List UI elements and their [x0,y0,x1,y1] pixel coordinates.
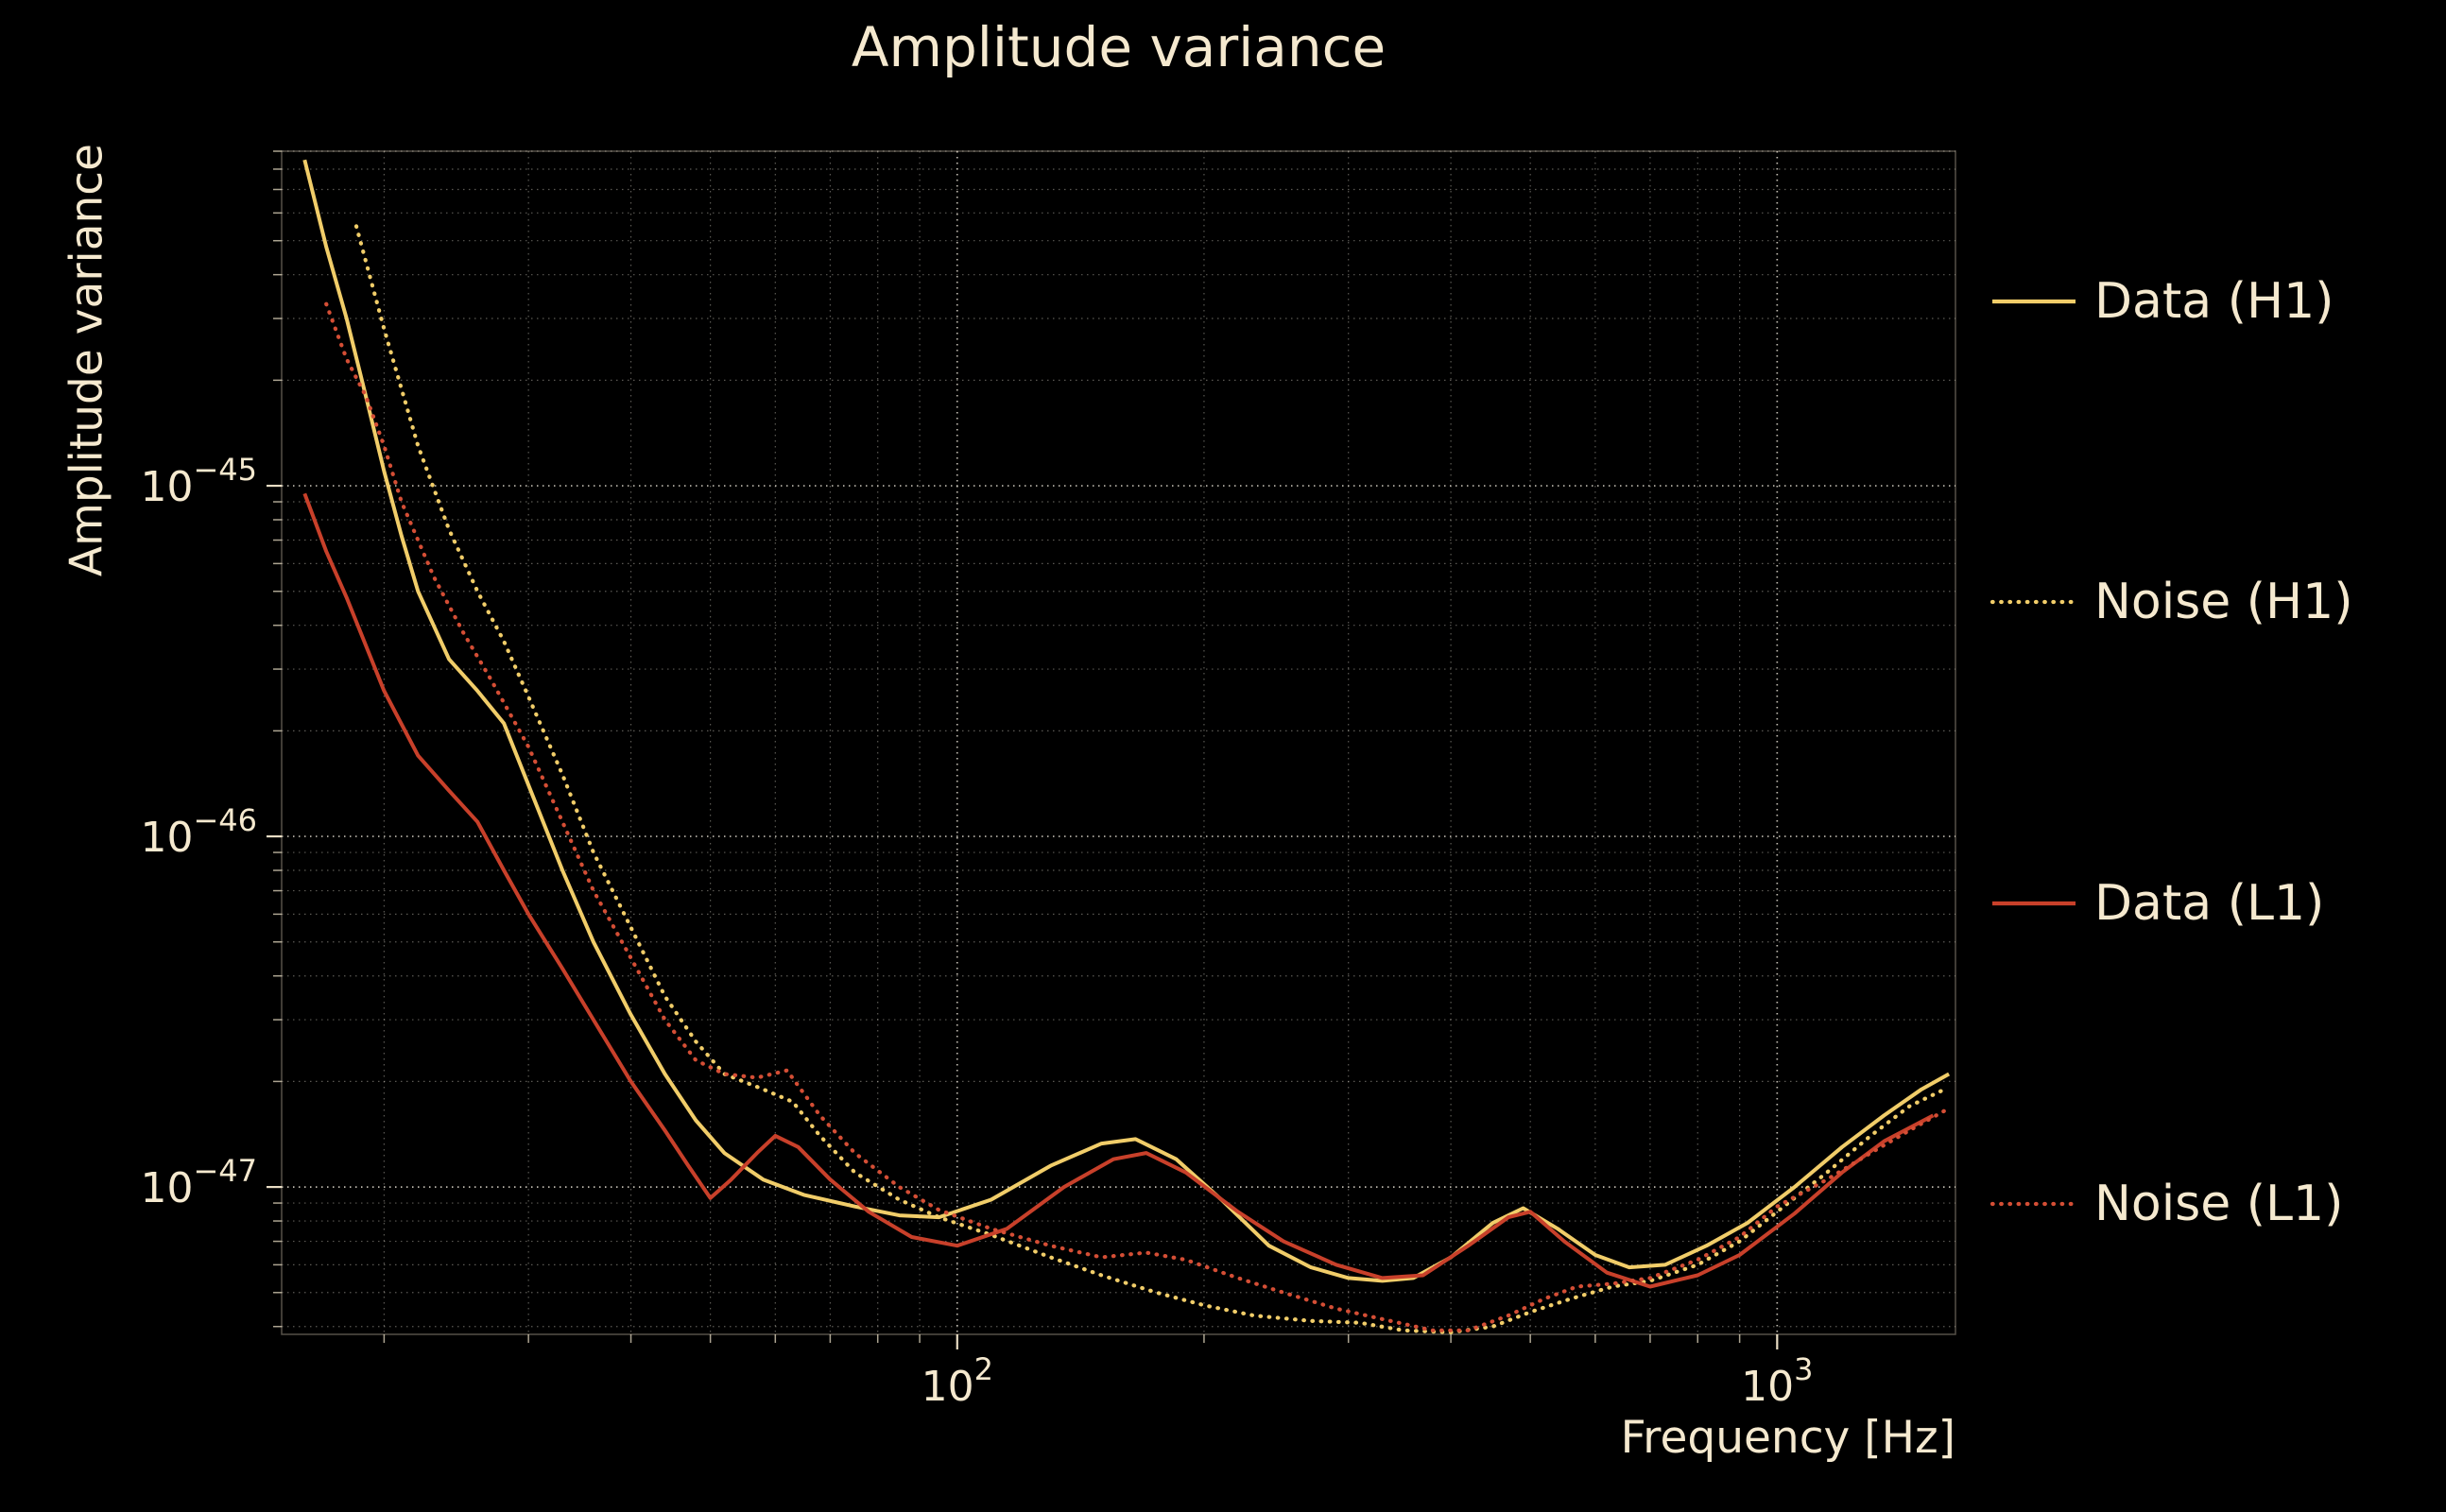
series-line-data-l1 [302,492,1935,1289]
y-axis-label: Amplitude variance [60,143,113,577]
tick-labels: 102 103 10−45 10−46 10−47 [140,452,1813,1411]
series-line-noise-l1 [324,301,1947,1332]
x-tick-label: 102 [922,1351,993,1411]
y-tick-label: 10−45 [140,452,257,511]
chart-title: Amplitude variance [851,15,1387,79]
y-tick-label: 10−47 [140,1153,257,1212]
tick-marks [267,150,1779,1349]
series-group [302,159,1951,1334]
plot-frame [281,150,1956,1335]
y-tick-label: 10−46 [140,802,257,862]
series-line-noise-h1 [353,224,1947,1334]
series-line-data-h1 [302,159,1951,1283]
x-tick-label: 103 [1741,1351,1813,1411]
x-axis-label: Frequency [Hz] [1620,1412,1955,1464]
